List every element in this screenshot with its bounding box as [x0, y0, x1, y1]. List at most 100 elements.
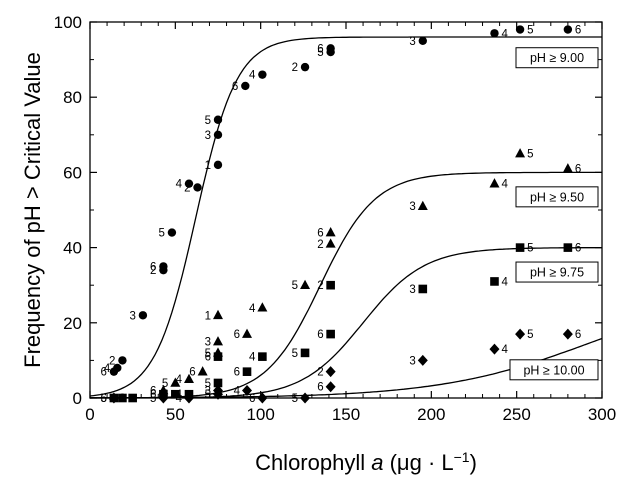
- point-label: 4: [249, 303, 256, 315]
- point-label: 4: [249, 70, 256, 82]
- point-label: 6: [205, 352, 211, 364]
- x-tick-label: 50: [166, 405, 185, 424]
- diamond-marker: [325, 366, 336, 378]
- point-label: 6: [100, 367, 106, 379]
- circle-marker: [138, 311, 148, 320]
- square-marker: [213, 352, 223, 361]
- circle-marker: [326, 44, 335, 53]
- point-label: 4: [501, 276, 508, 288]
- plot-frame: [89, 21, 603, 399]
- point-label: 6: [150, 389, 156, 401]
- series-label: pH ≥ 9.00: [530, 51, 584, 65]
- triangle-marker: [515, 148, 526, 158]
- fitted-curves: [89, 36, 603, 399]
- point-label: 6: [575, 164, 581, 176]
- point-label: 4: [104, 363, 111, 375]
- series-label: pH ≥ 9.50: [530, 190, 584, 204]
- triangle-marker: [325, 238, 336, 248]
- x-tick-label: 100: [246, 405, 274, 424]
- point-label: 3: [119, 393, 125, 405]
- circle-marker: [159, 262, 168, 271]
- triangle-marker: [170, 377, 181, 387]
- diamond-marker: [417, 354, 428, 366]
- x-tick-label: 250: [502, 405, 530, 424]
- point-label: 6: [234, 329, 240, 341]
- circle-marker: [213, 130, 223, 139]
- point-label: 1: [205, 160, 211, 172]
- point-label: 5: [527, 25, 533, 37]
- point-label: 6: [234, 367, 240, 379]
- point-label: 5: [205, 389, 211, 401]
- point-label: 4: [176, 374, 183, 386]
- point-label: 2: [109, 355, 115, 367]
- series-label-box: [515, 186, 599, 208]
- point-label: 2: [150, 265, 156, 277]
- triangle-marker: [300, 279, 311, 289]
- square-marker: [242, 367, 252, 376]
- diamond-marker: [562, 328, 573, 340]
- axes: 0 50 100 150 200 250 300 0 20 40 60 80 100: [54, 13, 617, 424]
- triangle-marker: [242, 328, 253, 338]
- square-marker: [490, 277, 499, 286]
- point-label: 5: [159, 228, 165, 240]
- point-label: 3: [409, 284, 415, 296]
- point-label: 6: [575, 25, 581, 37]
- x-axis-title: Chlorophyll a (μg · L−1): [255, 449, 477, 475]
- circle-marker: [300, 62, 310, 72]
- circle-marker: [193, 183, 202, 192]
- point-label: 6: [317, 382, 323, 394]
- point-label: 3: [205, 385, 211, 397]
- triangle-marker: [417, 200, 428, 211]
- point-label: 6: [317, 43, 323, 55]
- point-label: 5: [150, 393, 156, 405]
- y-tick-label: 80: [63, 88, 82, 107]
- circle-marker: [213, 160, 223, 170]
- y-tick-label: 40: [63, 239, 82, 258]
- circle-marker: [563, 25, 573, 34]
- series-label: pH ≥ 9.75: [530, 266, 584, 280]
- point-label: 1: [205, 310, 211, 322]
- y-tick-label: 0: [73, 389, 82, 408]
- point-label: 4: [176, 393, 183, 405]
- series-labels: pH ≥ 9.00 pH ≥ 9.50 pH ≥ 9.75 pH ≥ 10.00: [509, 47, 599, 381]
- circle-marker: [418, 36, 427, 45]
- square-marker: [563, 243, 573, 252]
- x-tick-label: 0: [85, 405, 94, 424]
- circle-marker: [241, 81, 250, 91]
- triangle-marker: [562, 163, 573, 173]
- point-label: 4: [501, 179, 508, 191]
- square-marker: [300, 348, 310, 358]
- triangle-marker: [489, 178, 500, 188]
- point-label: 6: [100, 393, 106, 405]
- point-label: 4: [234, 385, 241, 397]
- point-label: 5: [527, 329, 533, 341]
- point-label: 5: [292, 280, 298, 292]
- point-label: 6: [189, 367, 195, 379]
- point-label: 4: [176, 179, 183, 191]
- point-label: 6: [317, 228, 323, 240]
- point-label: 2: [292, 62, 298, 74]
- circle-marker: [184, 179, 194, 188]
- point-label: 5: [205, 378, 211, 390]
- point-label: 6: [317, 329, 323, 341]
- y-tick-label: 60: [63, 163, 82, 182]
- series-label-box: [515, 47, 599, 69]
- point-label: 6: [150, 385, 156, 397]
- point-label: 5: [527, 149, 533, 161]
- circle-marker: [258, 70, 267, 79]
- diamond-marker: [213, 384, 223, 396]
- point-label: 2: [184, 182, 190, 194]
- point-label: 4: [501, 344, 508, 356]
- point-label: 4: [176, 389, 183, 401]
- point-label: 5: [205, 115, 211, 127]
- circle-marker: [118, 356, 127, 365]
- y-axis-title: Frequency of pH > Critical Value: [20, 52, 45, 368]
- circle-marker: [113, 363, 122, 373]
- series-label-box: [515, 261, 599, 283]
- point-label: 2: [317, 367, 323, 379]
- point-label: 5: [100, 393, 106, 405]
- point-label: 3: [409, 36, 415, 48]
- data-points: 6423265421356425634566546531645263456543…: [100, 25, 581, 405]
- point-label: 5: [527, 243, 533, 255]
